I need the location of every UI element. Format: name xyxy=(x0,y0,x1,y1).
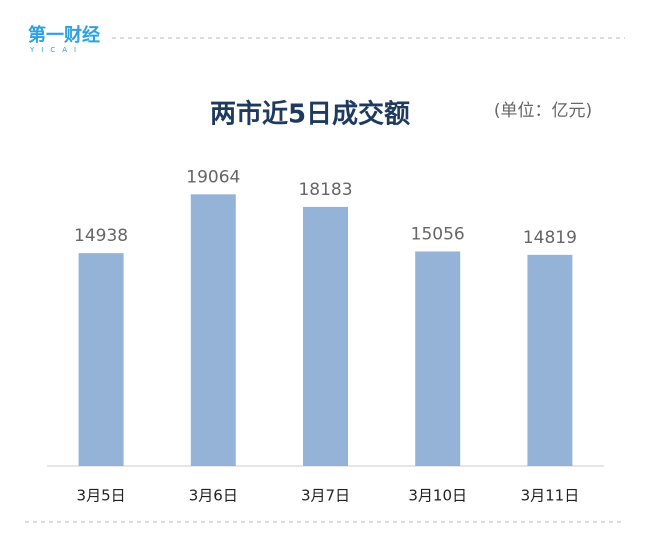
bar xyxy=(527,254,573,466)
bar xyxy=(190,194,236,466)
logo-letters: YICAI xyxy=(29,46,83,54)
x-tick-label: 3月7日 xyxy=(301,487,350,505)
x-tick-label: 3月5日 xyxy=(77,487,126,505)
value-label: 14938 xyxy=(74,226,128,246)
value-label: 14819 xyxy=(523,228,577,248)
bar xyxy=(303,206,348,466)
value-label: 15056 xyxy=(411,224,465,244)
chart-title: 两市近5日成交额 xyxy=(210,99,410,130)
value-label: 19064 xyxy=(186,167,240,187)
bar xyxy=(415,251,461,466)
value-label: 18183 xyxy=(298,180,352,200)
logo: 第一财经 xyxy=(28,24,100,46)
x-tick-label: 3月6日 xyxy=(189,487,238,505)
bar xyxy=(78,253,124,466)
x-tick-label: 3月11日 xyxy=(521,487,580,505)
x-tick-label: 3月10日 xyxy=(408,487,467,505)
unit-label: (单位：亿元) xyxy=(494,101,592,121)
